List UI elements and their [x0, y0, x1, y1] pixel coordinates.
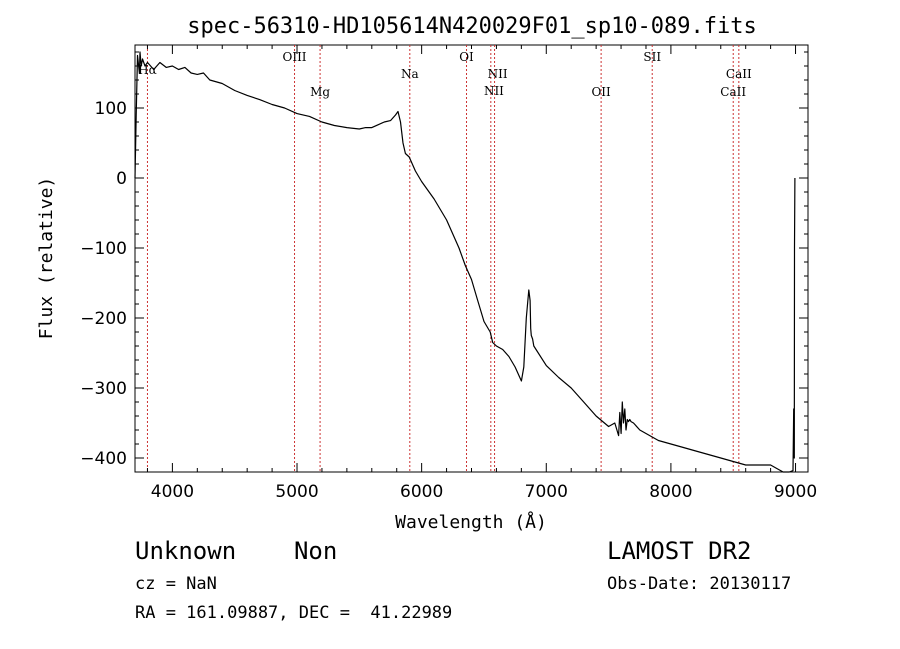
x-tick-label: 8000: [649, 482, 692, 502]
y-tick-label: 100: [95, 99, 127, 119]
object-class: Unknown Non: [135, 537, 338, 565]
y-tick-label: −100: [80, 239, 127, 259]
emission-line-label: Mg: [310, 85, 330, 99]
x-axis: 4000 5000 6000 7000 8000 9000: [146, 45, 817, 502]
plot-frame: [134, 44, 809, 473]
emission-line-label: OI: [459, 50, 474, 64]
survey-name: LAMOST DR2: [607, 537, 752, 565]
y-tick-label: −200: [80, 309, 127, 329]
emission-line-label: OIII: [282, 50, 306, 64]
x-axis-label: Wavelength (Å): [395, 511, 547, 533]
x-tick-label: 9000: [774, 482, 817, 502]
x-tick-label: 7000: [525, 482, 568, 502]
emission-line-label: OII: [591, 85, 611, 99]
y-tick-label: −300: [80, 379, 127, 399]
emission-line-label: CaII: [726, 67, 752, 81]
y-tick-label: 0: [116, 169, 127, 189]
spectrum-line: [134, 51, 796, 473]
y-axis: 100 0 −100 −200 −300 −400: [80, 51, 808, 469]
emission-lines: [146, 45, 740, 472]
emission-line-label: Na: [401, 67, 419, 81]
x-tick-label: 6000: [400, 482, 443, 502]
observation-date: Obs-Date: 20130117: [607, 574, 792, 594]
x-tick-label: 4000: [151, 482, 194, 502]
y-axis-label: Flux (relative): [36, 177, 57, 340]
emission-line-label: NII: [488, 67, 508, 81]
chart-title: spec-56310-HD105614N420029F01_sp10-089.f…: [187, 14, 757, 39]
emission-line-label: NII: [484, 84, 504, 98]
emission-line-label: Hα: [138, 63, 157, 77]
y-tick-label: −400: [80, 449, 127, 469]
redshift-value: cz = NaN: [135, 574, 217, 594]
emission-line-labels: Hα OIII Mg Na OI NII NII OII SII CaII CaII: [138, 50, 752, 99]
x-tick-label: 5000: [275, 482, 318, 502]
coordinates: RA = 161.09887, DEC = 41.22989: [135, 603, 453, 623]
emission-line-label: CaII: [720, 85, 746, 99]
emission-line-label: SII: [643, 50, 661, 64]
